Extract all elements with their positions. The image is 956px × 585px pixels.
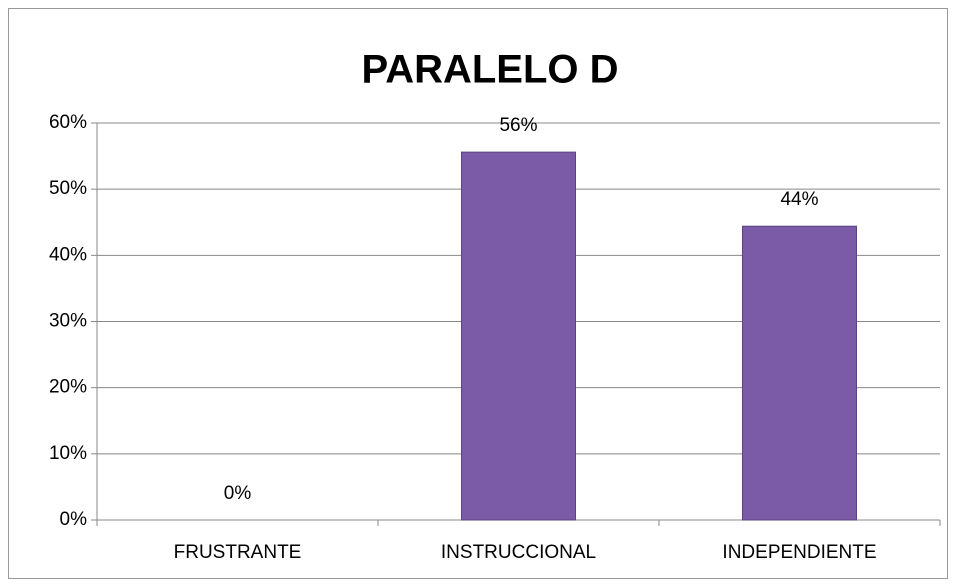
y-tick-label: 40% bbox=[49, 244, 87, 265]
x-tick-label: INSTRUCCIONAL bbox=[441, 542, 596, 563]
value-label: 0% bbox=[224, 483, 252, 504]
y-tick-label: 10% bbox=[49, 443, 87, 464]
y-tick-label: 20% bbox=[49, 377, 87, 398]
y-tick-label: 30% bbox=[49, 311, 87, 332]
y-tick-label: 0% bbox=[60, 509, 88, 530]
bar bbox=[461, 151, 576, 521]
y-tick-label: 50% bbox=[49, 178, 87, 199]
value-label: 44% bbox=[780, 189, 818, 210]
y-tick-label: 60% bbox=[49, 112, 87, 133]
chart-title: PARALELO D bbox=[361, 48, 618, 92]
x-tick-label: FRUSTRANTE bbox=[174, 542, 302, 563]
bar bbox=[742, 225, 857, 521]
x-tick-label: INDEPENDIENTE bbox=[722, 542, 876, 563]
value-label: 56% bbox=[499, 115, 537, 136]
